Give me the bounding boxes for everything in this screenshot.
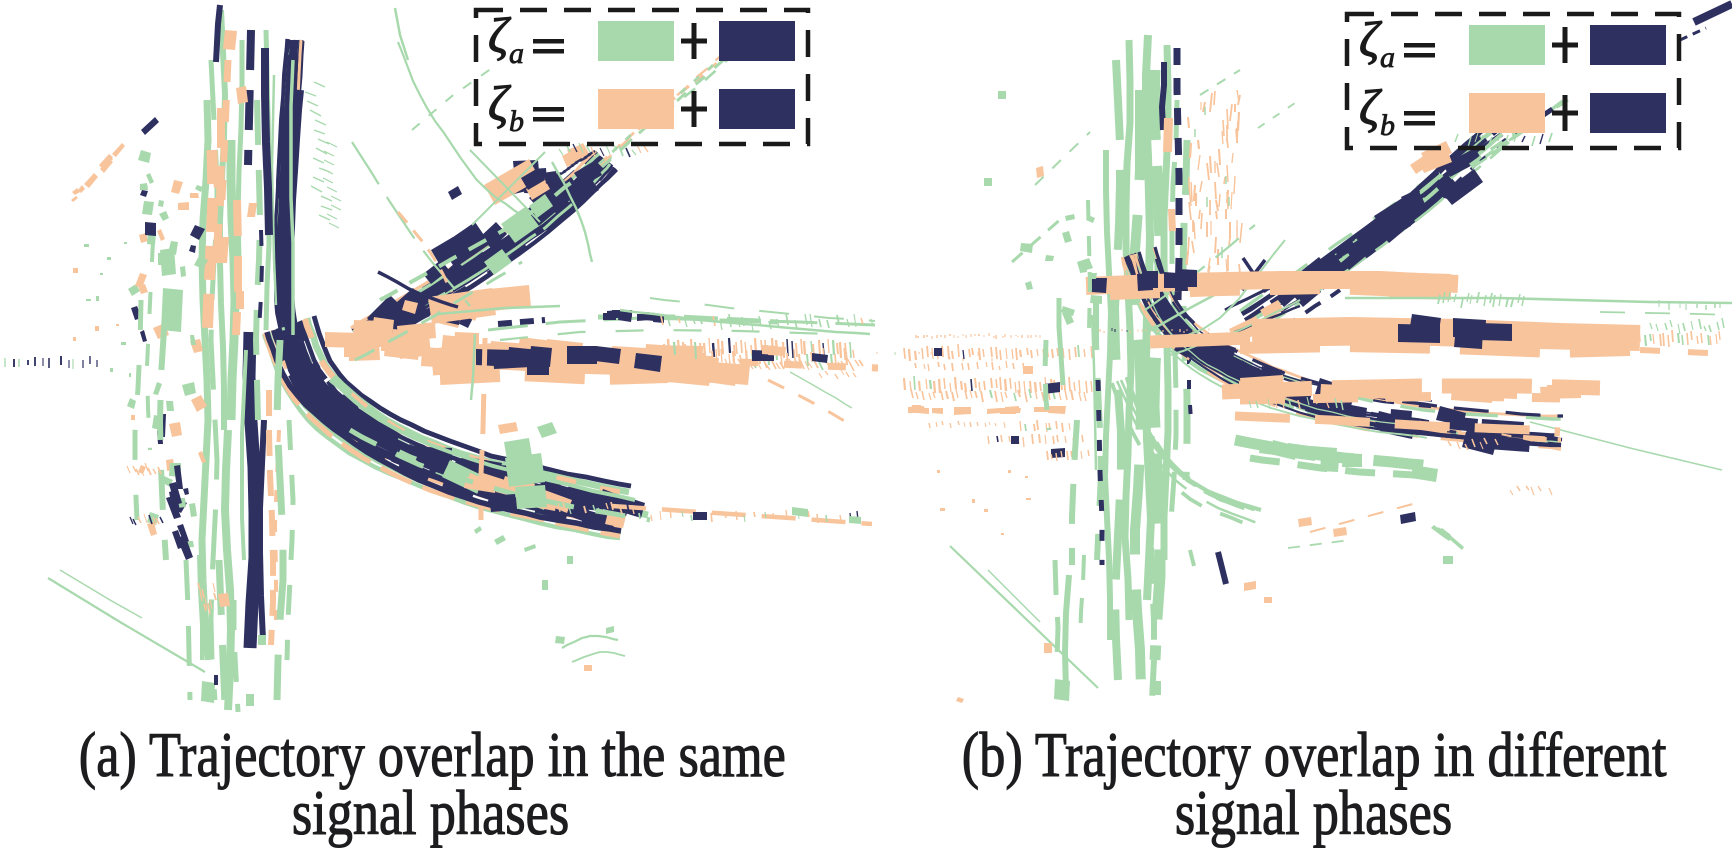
svg-text:b: b bbox=[509, 105, 524, 138]
svg-text:a: a bbox=[1380, 41, 1395, 74]
svg-text:a: a bbox=[509, 37, 524, 70]
svg-text:b: b bbox=[1380, 109, 1395, 142]
